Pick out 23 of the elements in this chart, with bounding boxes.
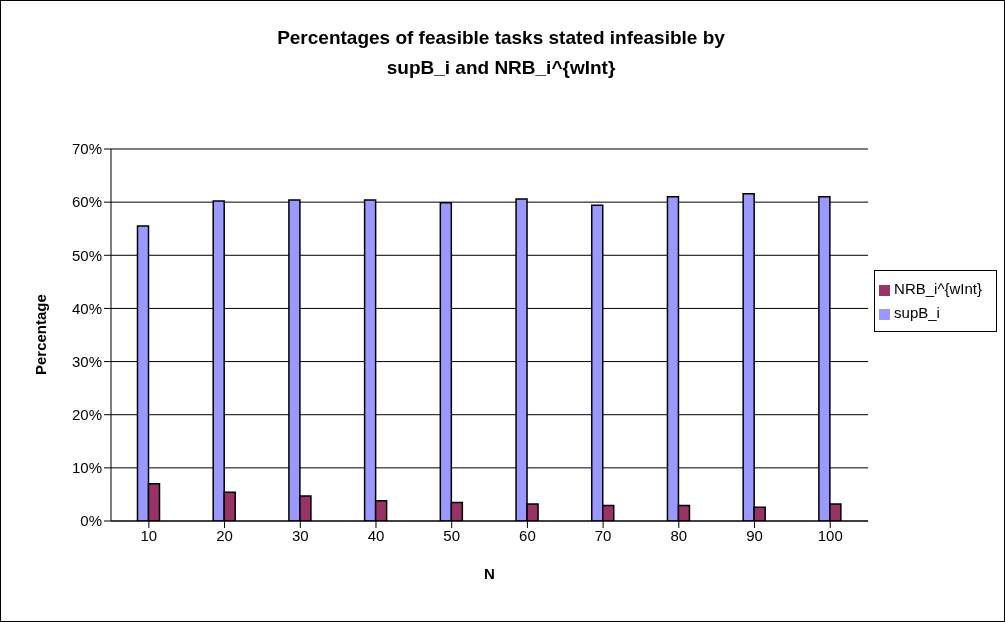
x-tick-label: 50 <box>443 526 461 544</box>
y-axis-title: Percentage <box>32 294 50 375</box>
x-tick-label: 60 <box>519 526 536 544</box>
legend-label: supB_i <box>894 304 940 321</box>
y-tick-label: 10% <box>71 459 102 477</box>
y-tick-label: 20% <box>71 406 102 424</box>
y-tick-label: 60% <box>71 193 102 211</box>
y-tick-label: 0% <box>80 512 102 530</box>
y-tick-label: 50% <box>71 246 102 264</box>
y-tick-label: 30% <box>71 352 102 370</box>
x-tick-label: 10 <box>140 526 158 544</box>
x-tick-label: 80 <box>670 526 688 544</box>
x-tick-label: 30 <box>291 526 309 544</box>
x-tick-label: 70 <box>594 526 612 544</box>
x-tick-label: 90 <box>746 526 763 544</box>
x-axis-title: N <box>484 565 495 582</box>
y-tick-label: 70% <box>71 140 102 158</box>
legend-label: NRB_i^{wInt} <box>894 280 982 297</box>
x-tick-label: 100 <box>817 526 843 544</box>
y-tick-label: 40% <box>71 299 102 317</box>
x-tick-label: 40 <box>367 526 385 544</box>
x-tick-label: 20 <box>216 526 233 544</box>
chart-title: Percentages of feasible tasks stated infeasible by supB_i and NRB_i^{wInt} <box>276 26 726 80</box>
